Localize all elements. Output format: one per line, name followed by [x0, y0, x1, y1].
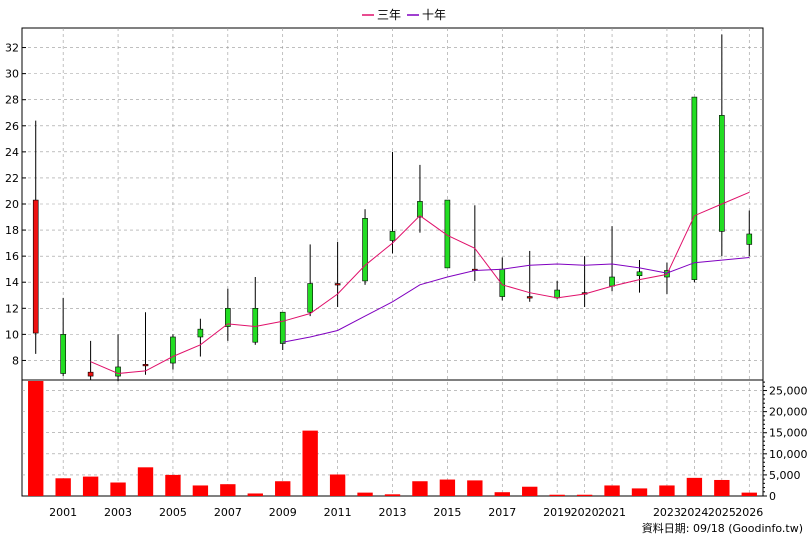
x-tick-label: 2026	[735, 506, 763, 519]
volume-tick-label: 10,000	[769, 448, 808, 461]
volume-tick-label: 0	[769, 490, 776, 503]
candle-body	[60, 334, 66, 374]
candle-body	[554, 289, 560, 299]
volume-bar	[357, 492, 373, 496]
candle-body	[389, 231, 396, 241]
ma-10yr-line	[282, 257, 750, 343]
volume-bar	[549, 494, 565, 496]
volume-bar	[631, 488, 648, 496]
legend: 三年 十年	[362, 8, 446, 22]
volume-bar	[467, 480, 483, 496]
candle-body	[307, 283, 313, 313]
price-tick-label: 28	[5, 94, 19, 107]
candle-body	[170, 336, 176, 364]
volume-bar	[302, 430, 318, 496]
volume-tick-label: 15,000	[769, 427, 808, 440]
x-tick-label: 2019	[543, 506, 571, 519]
x-tick-label: 2003	[104, 506, 132, 519]
x-axis: 2001 2003 2005 2007 2009 2011 2013 2015 2017 2019…	[49, 506, 763, 519]
volume-bar	[137, 467, 154, 496]
volume-bar	[714, 479, 730, 496]
volume-y-axis: 0 5,000 10,000 15,000 20,000 25,000	[763, 381, 808, 503]
candle-body	[252, 307, 259, 343]
volume-bar	[494, 492, 510, 496]
candle-body	[746, 233, 753, 245]
volume-bar	[659, 485, 675, 496]
volume-tick-label: 5,000	[769, 469, 801, 482]
x-tick-label: 2017	[488, 506, 516, 519]
volume-bar	[275, 481, 291, 496]
candle-body	[362, 218, 368, 282]
candle-body	[279, 311, 286, 344]
volume-bar	[82, 476, 99, 496]
price-tick-label: 20	[5, 198, 19, 211]
volume-bar	[247, 493, 263, 496]
volume-bar	[55, 478, 71, 496]
volume-tick-label: 25,000	[769, 385, 808, 398]
volume-bar	[576, 494, 593, 496]
x-tick-label: 2024	[680, 506, 708, 519]
legend-label-3yr: 三年	[377, 8, 401, 22]
candle-body	[609, 276, 615, 287]
candle-body	[197, 328, 204, 338]
candle-body	[115, 366, 121, 377]
candle-body	[719, 115, 725, 232]
price-tick-label: 10	[5, 328, 19, 341]
price-tick-label: 14	[5, 276, 19, 289]
volume-bar	[329, 474, 346, 496]
source-note: 資料日期: 09/18 (Goodinfo.tw)	[642, 521, 803, 535]
volume-bar	[384, 494, 401, 496]
ma-3yr-line	[90, 191, 750, 375]
x-tick-label: 2007	[214, 506, 242, 519]
x-tick-label: 2001	[49, 506, 77, 519]
volume-bar	[741, 492, 757, 496]
candle-body	[225, 307, 231, 327]
volume-bar	[28, 381, 44, 496]
price-tick-label: 22	[5, 172, 19, 185]
volume-bar	[412, 481, 428, 496]
volume-bar	[439, 479, 456, 496]
volume-bar	[604, 485, 620, 496]
volume-bars	[28, 381, 757, 496]
x-tick-label: 2020	[571, 506, 599, 519]
volume-bar	[686, 477, 703, 496]
x-tick-label: 2009	[269, 506, 297, 519]
volume-bar	[192, 485, 209, 496]
x-tick-label: 2021	[598, 506, 626, 519]
legend-label-10yr: 十年	[422, 8, 446, 22]
price-y-axis: 8 10 12 14 16 18 20 22 24 26 28 30 32	[5, 42, 26, 367]
candle-body	[417, 201, 423, 218]
x-tick-label: 2023	[653, 506, 681, 519]
price-tick-label: 12	[5, 302, 19, 315]
candle-body	[526, 296, 533, 299]
candle-body	[691, 96, 698, 280]
x-tick-label: 2011	[324, 506, 352, 519]
volume-bar	[220, 484, 236, 496]
x-tick-label: 2005	[159, 506, 187, 519]
price-tick-label: 26	[5, 120, 19, 133]
x-tick-label: 2025	[708, 506, 736, 519]
volume-bar	[522, 486, 538, 496]
volume-bar	[165, 474, 181, 496]
price-tick-label: 24	[5, 146, 19, 159]
price-tick-label: 18	[5, 224, 19, 237]
candle-body	[87, 371, 94, 377]
x-tick-label: 2013	[379, 506, 407, 519]
candle-body	[636, 271, 643, 277]
x-tick-label: 2015	[433, 506, 461, 519]
candle-body	[142, 364, 149, 367]
price-tick-label: 30	[5, 68, 19, 81]
candle-body	[334, 283, 341, 286]
price-tick-label: 32	[5, 42, 19, 55]
candlesticks	[32, 34, 753, 382]
candle-body	[32, 199, 39, 334]
price-tick-label: 16	[5, 250, 19, 263]
price-tick-label: 8	[12, 354, 19, 367]
moving-average-lines	[90, 191, 750, 375]
volume-bar	[110, 482, 126, 496]
volume-tick-label: 20,000	[769, 406, 808, 419]
